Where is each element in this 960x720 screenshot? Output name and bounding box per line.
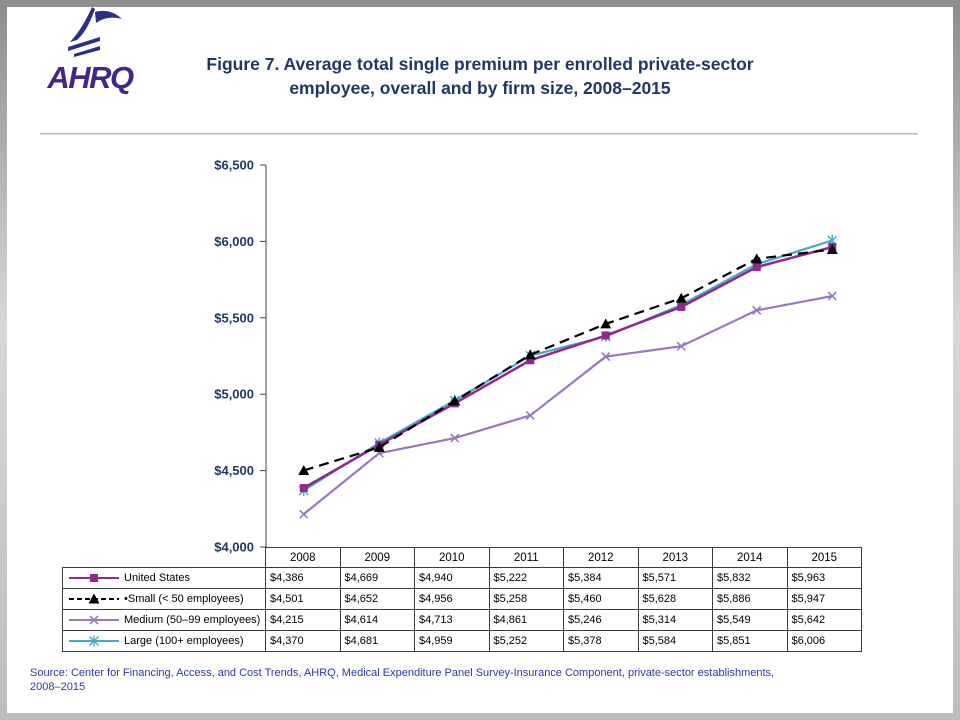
year-header-2014: 2014 bbox=[712, 547, 788, 568]
figure-title-line1: Figure 7. Average total single premium p… bbox=[206, 54, 754, 74]
figure-title-line2: employee, overall and by firm size, 2008… bbox=[289, 78, 671, 98]
source-line2: 2008–2015 bbox=[30, 681, 86, 693]
table-cell: $5,642 bbox=[786, 609, 862, 631]
table-cell: $5,378 bbox=[563, 630, 639, 652]
table-cell: $4,681 bbox=[339, 630, 415, 652]
year-header-2009: 2009 bbox=[339, 547, 415, 568]
table-cell: $4,713 bbox=[414, 609, 490, 631]
source-line1: Source: Center for Financing, Access, an… bbox=[30, 667, 775, 679]
table-row: United States $4,386 $4,669 $4,940 $5,222 $5,… bbox=[62, 567, 862, 589]
table-cell: $4,386 bbox=[265, 567, 341, 589]
table-cell: $5,460 bbox=[563, 588, 639, 610]
y-tick-label: $6,000 bbox=[214, 234, 254, 249]
table-cell: $4,669 bbox=[339, 567, 415, 589]
table-cell: $5,947 bbox=[786, 588, 862, 610]
legend-swatch-icon bbox=[69, 593, 119, 604]
year-header-2010: 2010 bbox=[414, 547, 490, 568]
legend-label: Medium (50–99 employees) bbox=[124, 614, 261, 626]
table-cell: $4,940 bbox=[414, 567, 490, 589]
y-tick-label: $4,500 bbox=[214, 463, 254, 478]
line-chart: $4,000$4,500$5,000$5,500$6,000$6,500 bbox=[214, 158, 838, 555]
series-large-100-employees bbox=[298, 234, 838, 496]
legend-key-medium-50-99-employees: Medium (50–99 employees) bbox=[62, 609, 266, 631]
legend-key-large-100-employees: Large (100+ employees) bbox=[62, 630, 266, 652]
table-cell: $5,571 bbox=[637, 567, 713, 589]
legend-swatch-icon bbox=[69, 574, 119, 582]
table-cell: $4,956 bbox=[414, 588, 490, 610]
table-header-row: 2008 2009 2010 2011 2012 2013 2014 2015 bbox=[62, 547, 862, 568]
table-cell: $5,252 bbox=[488, 630, 564, 652]
table-cell: $4,652 bbox=[339, 588, 415, 610]
legend-key-united-states: United States bbox=[62, 567, 266, 589]
table-cell: $4,370 bbox=[265, 630, 341, 652]
table-cell: $5,886 bbox=[712, 588, 788, 610]
year-header-2015: 2015 bbox=[786, 547, 862, 568]
data-table: 2008 2009 2010 2011 2012 2013 2014 2015 United S… bbox=[62, 547, 862, 652]
table-cell: $5,963 bbox=[786, 567, 862, 589]
year-header-2008: 2008 bbox=[265, 547, 341, 568]
table-cell: $5,384 bbox=[563, 567, 639, 589]
table-cell: $5,549 bbox=[712, 609, 788, 631]
header-divider bbox=[40, 133, 918, 135]
year-header-2012: 2012 bbox=[563, 547, 639, 568]
figure-title: Figure 7. Average total single premium p… bbox=[0, 52, 960, 100]
table-cell: $4,501 bbox=[265, 588, 341, 610]
y-tick-label: $5,500 bbox=[214, 310, 254, 325]
year-header-2011: 2011 bbox=[488, 547, 564, 568]
table-cell: $5,246 bbox=[563, 609, 639, 631]
table-row: Medium (50–99 employees) $4,215 $4,614 $4,7… bbox=[62, 609, 862, 631]
table-cell: $4,215 bbox=[265, 609, 341, 631]
legend-label: United States bbox=[124, 572, 191, 584]
table-cell: $5,258 bbox=[488, 588, 564, 610]
table-cell: $5,314 bbox=[637, 609, 713, 631]
legend-swatch-icon bbox=[69, 635, 119, 647]
legend-label: Large (100+ employees) bbox=[124, 635, 244, 647]
table-corner bbox=[62, 547, 266, 568]
year-header-2013: 2013 bbox=[637, 547, 713, 568]
table-cell: $4,959 bbox=[414, 630, 490, 652]
table-row: Large (100+ employees) $4,370 $4,681 $4,959… bbox=[62, 630, 862, 652]
source-note: Source: Center for Financing, Access, an… bbox=[30, 666, 774, 694]
table-cell: $5,628 bbox=[637, 588, 713, 610]
table-cell: $5,851 bbox=[712, 630, 788, 652]
ahrq-eagle-icon bbox=[68, 7, 122, 57]
table-row: •Small (< 50 employees) $4,501 $4,652 $4,95… bbox=[62, 588, 862, 610]
table-cell: $5,222 bbox=[488, 567, 564, 589]
table-cell: $5,584 bbox=[637, 630, 713, 652]
table-cell: $6,006 bbox=[786, 630, 862, 652]
y-tick-label: $5,000 bbox=[214, 387, 254, 402]
y-tick-label: $6,500 bbox=[214, 158, 254, 173]
table-cell: $4,614 bbox=[339, 609, 415, 631]
legend-swatch-icon bbox=[69, 615, 119, 625]
table-cell: $5,832 bbox=[712, 567, 788, 589]
series-medium-50-99-employees bbox=[299, 291, 837, 519]
legend-key-small-50-employees: •Small (< 50 employees) bbox=[62, 588, 266, 610]
legend-label: •Small (< 50 employees) bbox=[124, 593, 244, 605]
table-cell: $4,861 bbox=[488, 609, 564, 631]
